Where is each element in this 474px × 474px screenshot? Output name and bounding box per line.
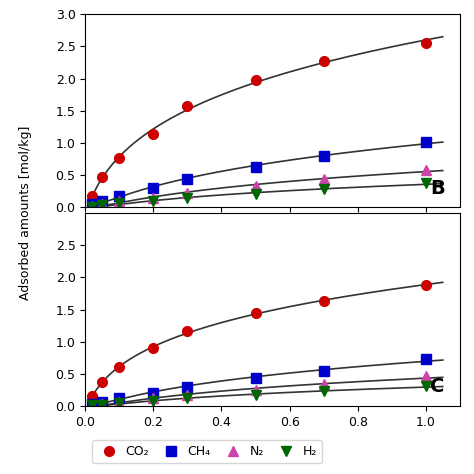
Text: B: B (430, 179, 445, 198)
Text: C: C (430, 377, 445, 396)
Legend: CO₂, CH₄, N₂, H₂: CO₂, CH₄, N₂, H₂ (91, 440, 322, 463)
Text: Adsorbed amounts [mol/kg]: Adsorbed amounts [mol/kg] (19, 126, 32, 301)
